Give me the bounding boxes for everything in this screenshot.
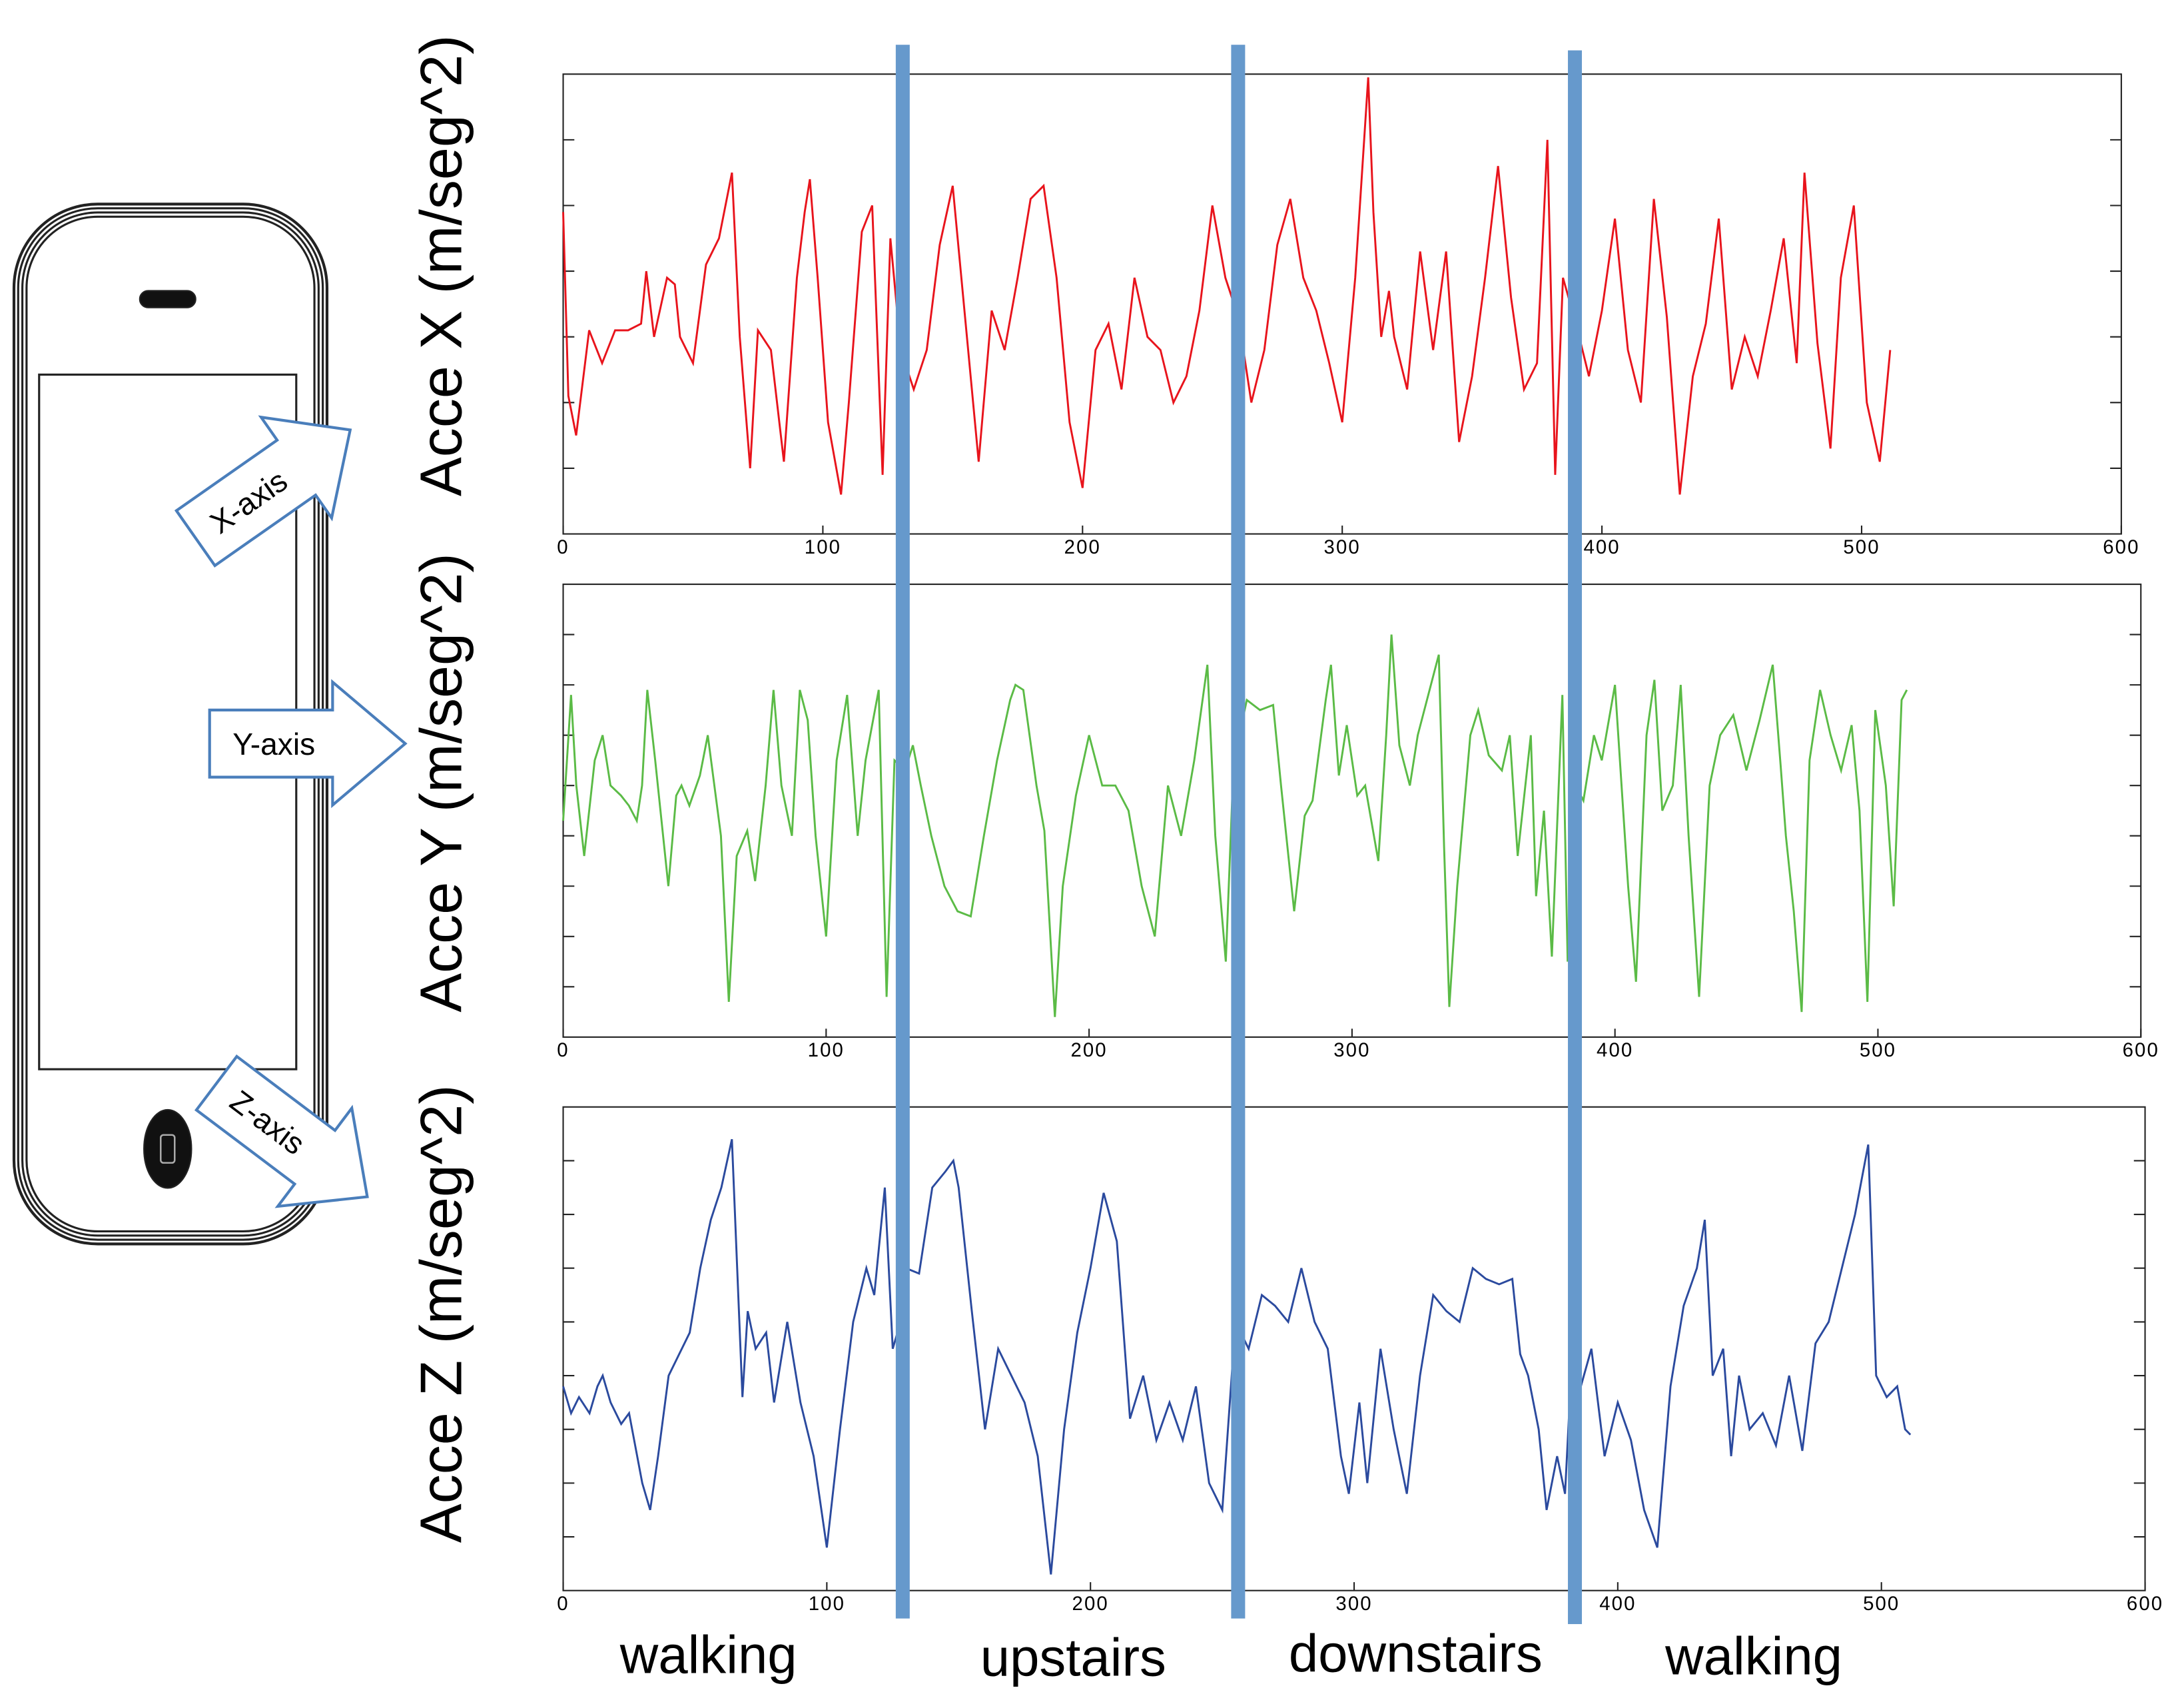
x-tick-label: 200: [1064, 536, 1101, 558]
x-tick-label: 400: [1599, 1593, 1636, 1615]
activity-label: upstairs: [980, 1628, 1166, 1687]
x-tick-label: 0: [557, 1593, 569, 1615]
y-axis-label: Acce Z (m/seg^2): [408, 1084, 474, 1543]
x-tick-label: 500: [1860, 1039, 1896, 1061]
x-tick-label: 300: [1333, 1039, 1370, 1061]
x-tick-label: 0: [557, 536, 569, 558]
data-line: [562, 634, 1908, 1017]
x-tick-label: 600: [2123, 1039, 2159, 1061]
x-tick-label: 600: [2127, 1593, 2163, 1615]
x-tick-label: 500: [1843, 536, 1880, 558]
x-tick-label: 100: [808, 1039, 845, 1061]
x-tick-label: 400: [1597, 1039, 1633, 1061]
x-tick-label: 300: [1335, 1593, 1372, 1615]
data-line: [562, 77, 1892, 495]
charts: 0 100 200 300 400 500 600 Acce X (m/seg^2) 0 100 2…: [408, 35, 2163, 1615]
x-axis-arrow: X-axis: [174, 415, 352, 568]
activity-labels: walking upstairs downstairs walking: [619, 1623, 1842, 1687]
y-axis-label: Acce X (m/seg^2): [408, 35, 474, 496]
x-tick-label: 0: [557, 1039, 569, 1061]
data-line: [562, 1138, 1912, 1575]
x-tick-label: 200: [1070, 1039, 1107, 1061]
x-tick-label: 100: [809, 1593, 845, 1615]
activity-label: downstairs: [1289, 1623, 1543, 1683]
x-tick-label: 400: [1583, 536, 1620, 558]
separators: [895, 45, 1583, 1625]
arrow-label: Y-axis: [232, 727, 315, 761]
x-tick-label: 300: [1324, 536, 1361, 558]
plot-frame: [562, 1106, 2146, 1591]
plot-frame: [562, 73, 2122, 535]
activity-label: walking: [1664, 1627, 1842, 1686]
y-axis-label: Acce Y (m/seg^2): [408, 553, 474, 1012]
x-tick-label: 500: [1863, 1593, 1900, 1615]
x-tick-label: 200: [1072, 1593, 1109, 1615]
y-axis-arrow: Y-axis: [208, 679, 408, 809]
plot-frame: [562, 584, 2142, 1038]
activity-label: walking: [619, 1625, 797, 1684]
z-axis-arrow: Z-axis: [194, 1054, 369, 1208]
x-tick-label: 100: [805, 536, 841, 558]
x-tick-label: 600: [2103, 536, 2139, 558]
